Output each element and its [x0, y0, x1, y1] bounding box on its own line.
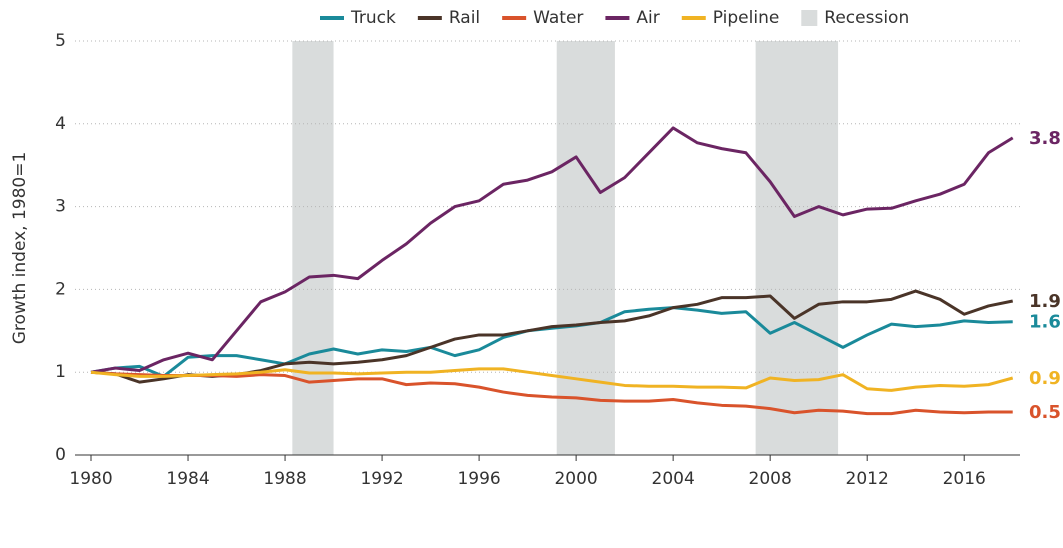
- y-tick-label: 0: [55, 445, 66, 465]
- y-tick-label: 5: [55, 31, 66, 51]
- x-tick-label: 1980: [69, 469, 112, 489]
- recession-band: [292, 41, 334, 455]
- end-label: 0.5: [1029, 402, 1061, 423]
- x-tick-label: 2008: [749, 469, 792, 489]
- recession-band: [556, 41, 615, 455]
- legend-label: Air: [636, 8, 659, 28]
- y-tick-label: 4: [55, 114, 66, 134]
- y-tick-label: 3: [55, 197, 66, 217]
- series-line: [90, 126, 1014, 374]
- series-line: [90, 370, 1013, 416]
- legend-label: Water: [533, 8, 583, 28]
- x-tick-label: 1992: [360, 469, 403, 489]
- x-tick-label: 1988: [263, 469, 306, 489]
- legend-label: Rail: [449, 8, 480, 28]
- legend-label: Pipeline: [713, 8, 780, 28]
- end-label: 3.8: [1029, 128, 1061, 149]
- legend-label: Truck: [350, 8, 396, 28]
- end-label: 0.9: [1029, 368, 1061, 389]
- y-tick-label: 2: [55, 279, 66, 299]
- x-tick-label: 1984: [166, 469, 209, 489]
- x-tick-label: 2004: [652, 469, 695, 489]
- legend-swatch: [801, 10, 818, 26]
- y-tick-label: 1: [55, 362, 66, 382]
- legend-label: Recession: [824, 8, 909, 28]
- series-line: [90, 367, 1014, 392]
- series-line: [90, 289, 1014, 384]
- x-tick-label: 2012: [846, 469, 889, 489]
- recession-band: [755, 41, 839, 455]
- series-line: [90, 306, 1013, 378]
- end-label: 1.9: [1029, 291, 1061, 312]
- y-axis-label: Growth index, 1980=1: [10, 152, 30, 345]
- x-tick-label: 2000: [554, 469, 597, 489]
- end-label: 1.6: [1029, 312, 1061, 333]
- x-tick-label: 1996: [457, 469, 500, 489]
- x-tick-label: 2016: [943, 469, 986, 489]
